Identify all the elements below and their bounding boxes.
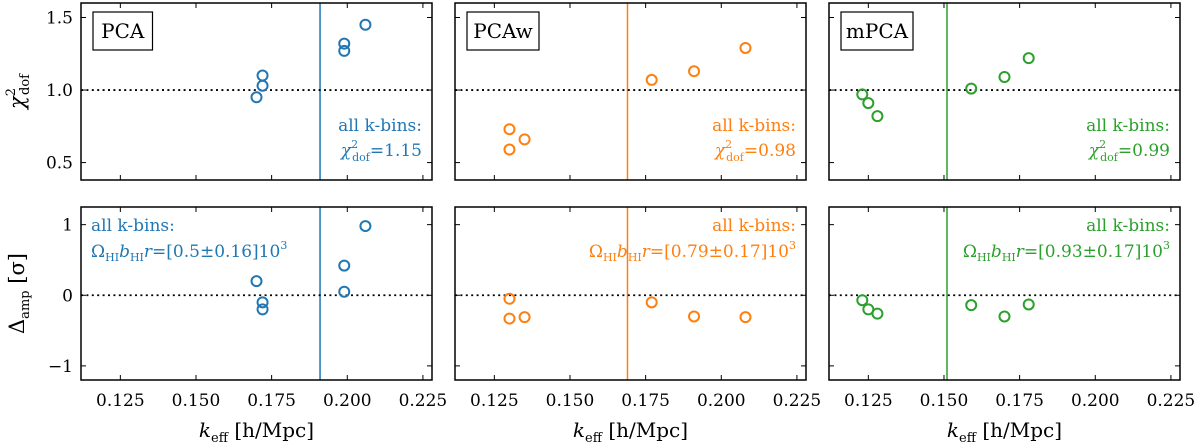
panel-pca-chi2: 0.5 1.0 1.5 PCA all k-bins:χ2 dof=1.15 xyxy=(46,2,433,181)
data-point xyxy=(256,79,269,92)
data-point xyxy=(359,18,372,31)
data-point xyxy=(965,82,978,95)
x-tick-label: 0.125 xyxy=(844,391,893,411)
data-point xyxy=(645,73,658,86)
data-point xyxy=(518,311,531,324)
x-tick-label: 0.200 xyxy=(1071,391,1120,411)
panel-pcaw-amp: 0.125 0.150 0.175 0.200 0.225 all k-bins: ΩHIb… xyxy=(454,206,822,411)
axes-frame xyxy=(454,2,807,181)
x-tick-label: 0.125 xyxy=(96,391,145,411)
y-axis-label-top: χ2dof xyxy=(4,73,33,111)
chi2-annotation-value: χ2 dof=0.99 xyxy=(1088,138,1170,164)
axes-frame xyxy=(80,206,433,381)
data-point xyxy=(688,65,701,78)
axes-frame xyxy=(80,2,433,181)
x-tick-label: 0.175 xyxy=(995,391,1044,411)
y-tick-label: 1.5 xyxy=(46,9,73,29)
chi2-annotation-label: all k-bins: xyxy=(712,116,796,136)
data-point xyxy=(503,292,516,305)
data-point xyxy=(871,110,884,123)
x-axis-label: keff [h/Mpc] xyxy=(199,418,314,446)
data-point xyxy=(688,310,701,323)
panel-name-box xyxy=(92,11,154,51)
chi2-annotation-value: χ2 dof=0.98 xyxy=(714,138,796,164)
data-point xyxy=(359,220,372,233)
axes-frame xyxy=(828,2,1181,181)
data-point xyxy=(645,296,658,309)
data-point xyxy=(338,44,351,57)
data-point xyxy=(503,143,516,156)
x-tick-label: 0.150 xyxy=(920,391,969,411)
y-tick-label: 0 xyxy=(62,286,73,306)
chi2-annotation-value: χ2 dof=1.15 xyxy=(340,138,422,164)
data-point xyxy=(338,37,351,50)
data-point xyxy=(862,97,875,110)
panel-mpca-chi2: mPCA all k-bins:χ2 dof=0.99 xyxy=(828,2,1181,181)
data-point xyxy=(256,69,269,82)
data-point xyxy=(856,294,869,307)
y-tick-label: 1 xyxy=(62,216,73,236)
panel-name-box xyxy=(466,11,540,51)
axes-frame xyxy=(454,206,807,381)
panel-mpca-amp: 0.125 0.150 0.175 0.200 0.225 all k-bins: ΩHIb… xyxy=(828,206,1196,411)
panel-name: mPCA xyxy=(846,19,909,43)
data-point xyxy=(998,70,1011,83)
y-tick-label: 0.5 xyxy=(46,154,73,174)
panel-name: PCA xyxy=(101,19,145,43)
data-point xyxy=(1022,52,1035,65)
x-tick-label: 0.125 xyxy=(470,391,519,411)
amp-annotation-label: all k-bins: xyxy=(91,216,175,236)
data-point xyxy=(739,41,752,54)
data-point xyxy=(1022,298,1035,311)
x-tick-label: 0.150 xyxy=(546,391,595,411)
amp-annotation-value: ΩHIbHIr=[0.79±0.17]103 xyxy=(589,239,796,264)
data-point xyxy=(338,285,351,298)
x-tick-label: 0.200 xyxy=(323,391,372,411)
panel-pca-amp: 0.125 0.150 0.175 0.200 0.225 −1 0 1 all k-bins:… xyxy=(48,206,448,411)
data-point xyxy=(250,275,263,288)
data-point xyxy=(739,311,752,324)
data-point xyxy=(518,133,531,146)
axes-frame xyxy=(828,206,1181,381)
panel-name: PCAw xyxy=(473,19,532,43)
x-tick-label: 0.225 xyxy=(1147,391,1196,411)
chi2-annotation-label: all k-bins: xyxy=(338,116,422,136)
data-point xyxy=(256,303,269,316)
x-tick-label: 0.150 xyxy=(172,391,221,411)
y-axis-label-bottom: Δamp [σ] xyxy=(5,253,33,334)
x-tick-label: 0.175 xyxy=(247,391,296,411)
data-point xyxy=(250,91,263,104)
chi2-annotation-label: all k-bins: xyxy=(1086,116,1170,136)
y-tick-label: −1 xyxy=(48,357,73,377)
data-point xyxy=(965,299,978,312)
amp-annotation-label: all k-bins: xyxy=(712,216,796,236)
x-tick-label: 0.175 xyxy=(621,391,670,411)
y-tick-label: 1.0 xyxy=(46,81,73,101)
amp-annotation-value: ΩHIbHIr=[0.5±0.16]103 xyxy=(91,239,287,264)
data-point xyxy=(871,307,884,320)
amp-annotation-value: ΩHIbHIr=[0.93±0.17]103 xyxy=(963,239,1170,264)
x-axis-label: keff [h/Mpc] xyxy=(573,418,688,446)
x-tick-label: 0.200 xyxy=(697,391,746,411)
panel-name-box xyxy=(840,11,914,51)
data-point xyxy=(338,259,351,272)
data-point xyxy=(856,88,869,101)
x-axis-label: keff [h/Mpc] xyxy=(947,418,1062,446)
x-tick-label: 0.225 xyxy=(399,391,448,411)
data-point xyxy=(503,312,516,325)
x-tick-label: 0.225 xyxy=(773,391,822,411)
amp-annotation-label: all k-bins: xyxy=(1086,216,1170,236)
data-point xyxy=(503,123,516,136)
data-point xyxy=(998,310,1011,323)
panel-pcaw-chi2: PCAw all k-bins:χ2 dof=0.98 xyxy=(454,2,807,181)
data-point xyxy=(256,296,269,309)
